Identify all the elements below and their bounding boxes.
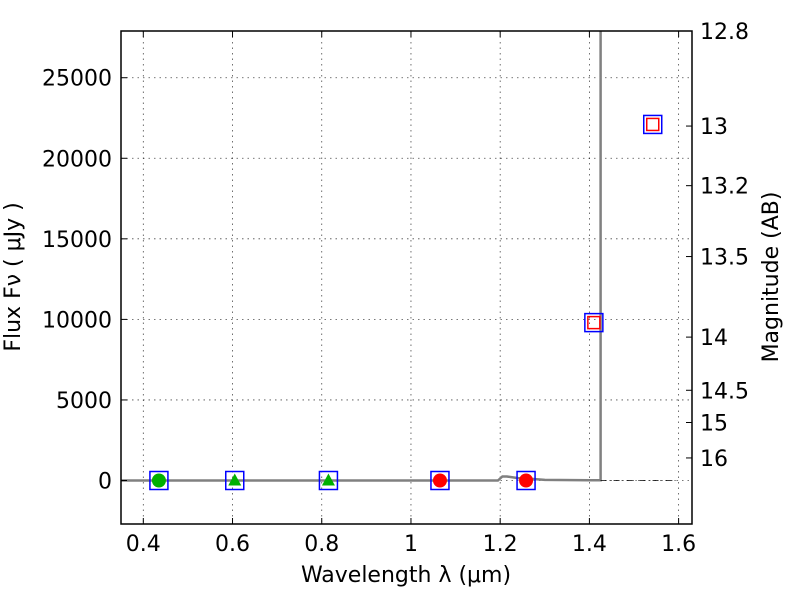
- x-tick-label: 0.6: [215, 532, 250, 557]
- right-tick-label: 13.5: [700, 246, 749, 271]
- green-filled-triangle-marker: [321, 473, 335, 486]
- red-filled-circle-marker: [432, 473, 447, 488]
- x-tick-label: 1.4: [572, 532, 607, 557]
- right-tick-label: 13.2: [700, 175, 749, 200]
- x-tick-label: 0.4: [126, 532, 161, 557]
- y-tick-label: 5000: [56, 389, 112, 414]
- x-axis-label: Wavelength λ (μm): [301, 563, 511, 588]
- blue-open-square-marker: [642, 114, 663, 135]
- right-axis-label: Magnitude (AB): [759, 192, 784, 363]
- blue-open-square-marker: [430, 470, 450, 491]
- right-tick-label: 14.5: [700, 379, 749, 404]
- blue-open-square-marker: [149, 470, 169, 491]
- y-tick-label: 15000: [42, 228, 112, 253]
- green-filled-triangle-marker: [228, 473, 242, 486]
- x-tick-label: 1: [404, 532, 418, 557]
- blue-open-square-marker: [516, 470, 536, 491]
- red-open-square-marker: [587, 315, 601, 330]
- marker-layer: [149, 114, 663, 491]
- tick-layer: 0.4 0.6 0.8 1 1.2 1.4 1.6 0 5000 10000 15000 20000 2…: [42, 20, 749, 557]
- x-axis-label-text: Wavelength λ (μm): [301, 563, 511, 588]
- y-tick-label: 0: [98, 470, 112, 495]
- right-axis-label-text: Magnitude (AB): [759, 192, 784, 363]
- blue-open-square-marker: [318, 470, 339, 491]
- blue-open-square-marker: [225, 470, 245, 491]
- y-tick-label: 10000: [42, 308, 112, 333]
- blue-open-square-marker: [584, 312, 604, 333]
- y-axis-label-text: Flux Fν ( μJy ): [1, 202, 26, 351]
- red-filled-circle-marker: [519, 473, 534, 488]
- x-tick-label: 1.6: [661, 532, 696, 557]
- x-tick-label: 0.8: [304, 532, 339, 557]
- right-tick-label: 12.8: [700, 20, 749, 45]
- y-tick-label: 20000: [42, 147, 112, 172]
- green-filled-circle-marker: [151, 473, 166, 488]
- right-tick-label: 13: [700, 115, 728, 140]
- y-axis-label: Flux Fν ( μJy ): [1, 202, 26, 351]
- right-tick-label: 15: [700, 412, 728, 437]
- y-tick-label: 25000: [42, 67, 112, 92]
- grid-layer: [121, 31, 692, 524]
- right-tick-label: 16: [700, 447, 728, 472]
- series-layer: [121, 31, 679, 482]
- model-sed-line: [121, 31, 602, 482]
- plot-frame: [120, 30, 693, 525]
- red-open-square-marker: [645, 117, 660, 132]
- x-tick-label: 1.2: [483, 532, 518, 557]
- right-tick-label: 14: [700, 326, 728, 351]
